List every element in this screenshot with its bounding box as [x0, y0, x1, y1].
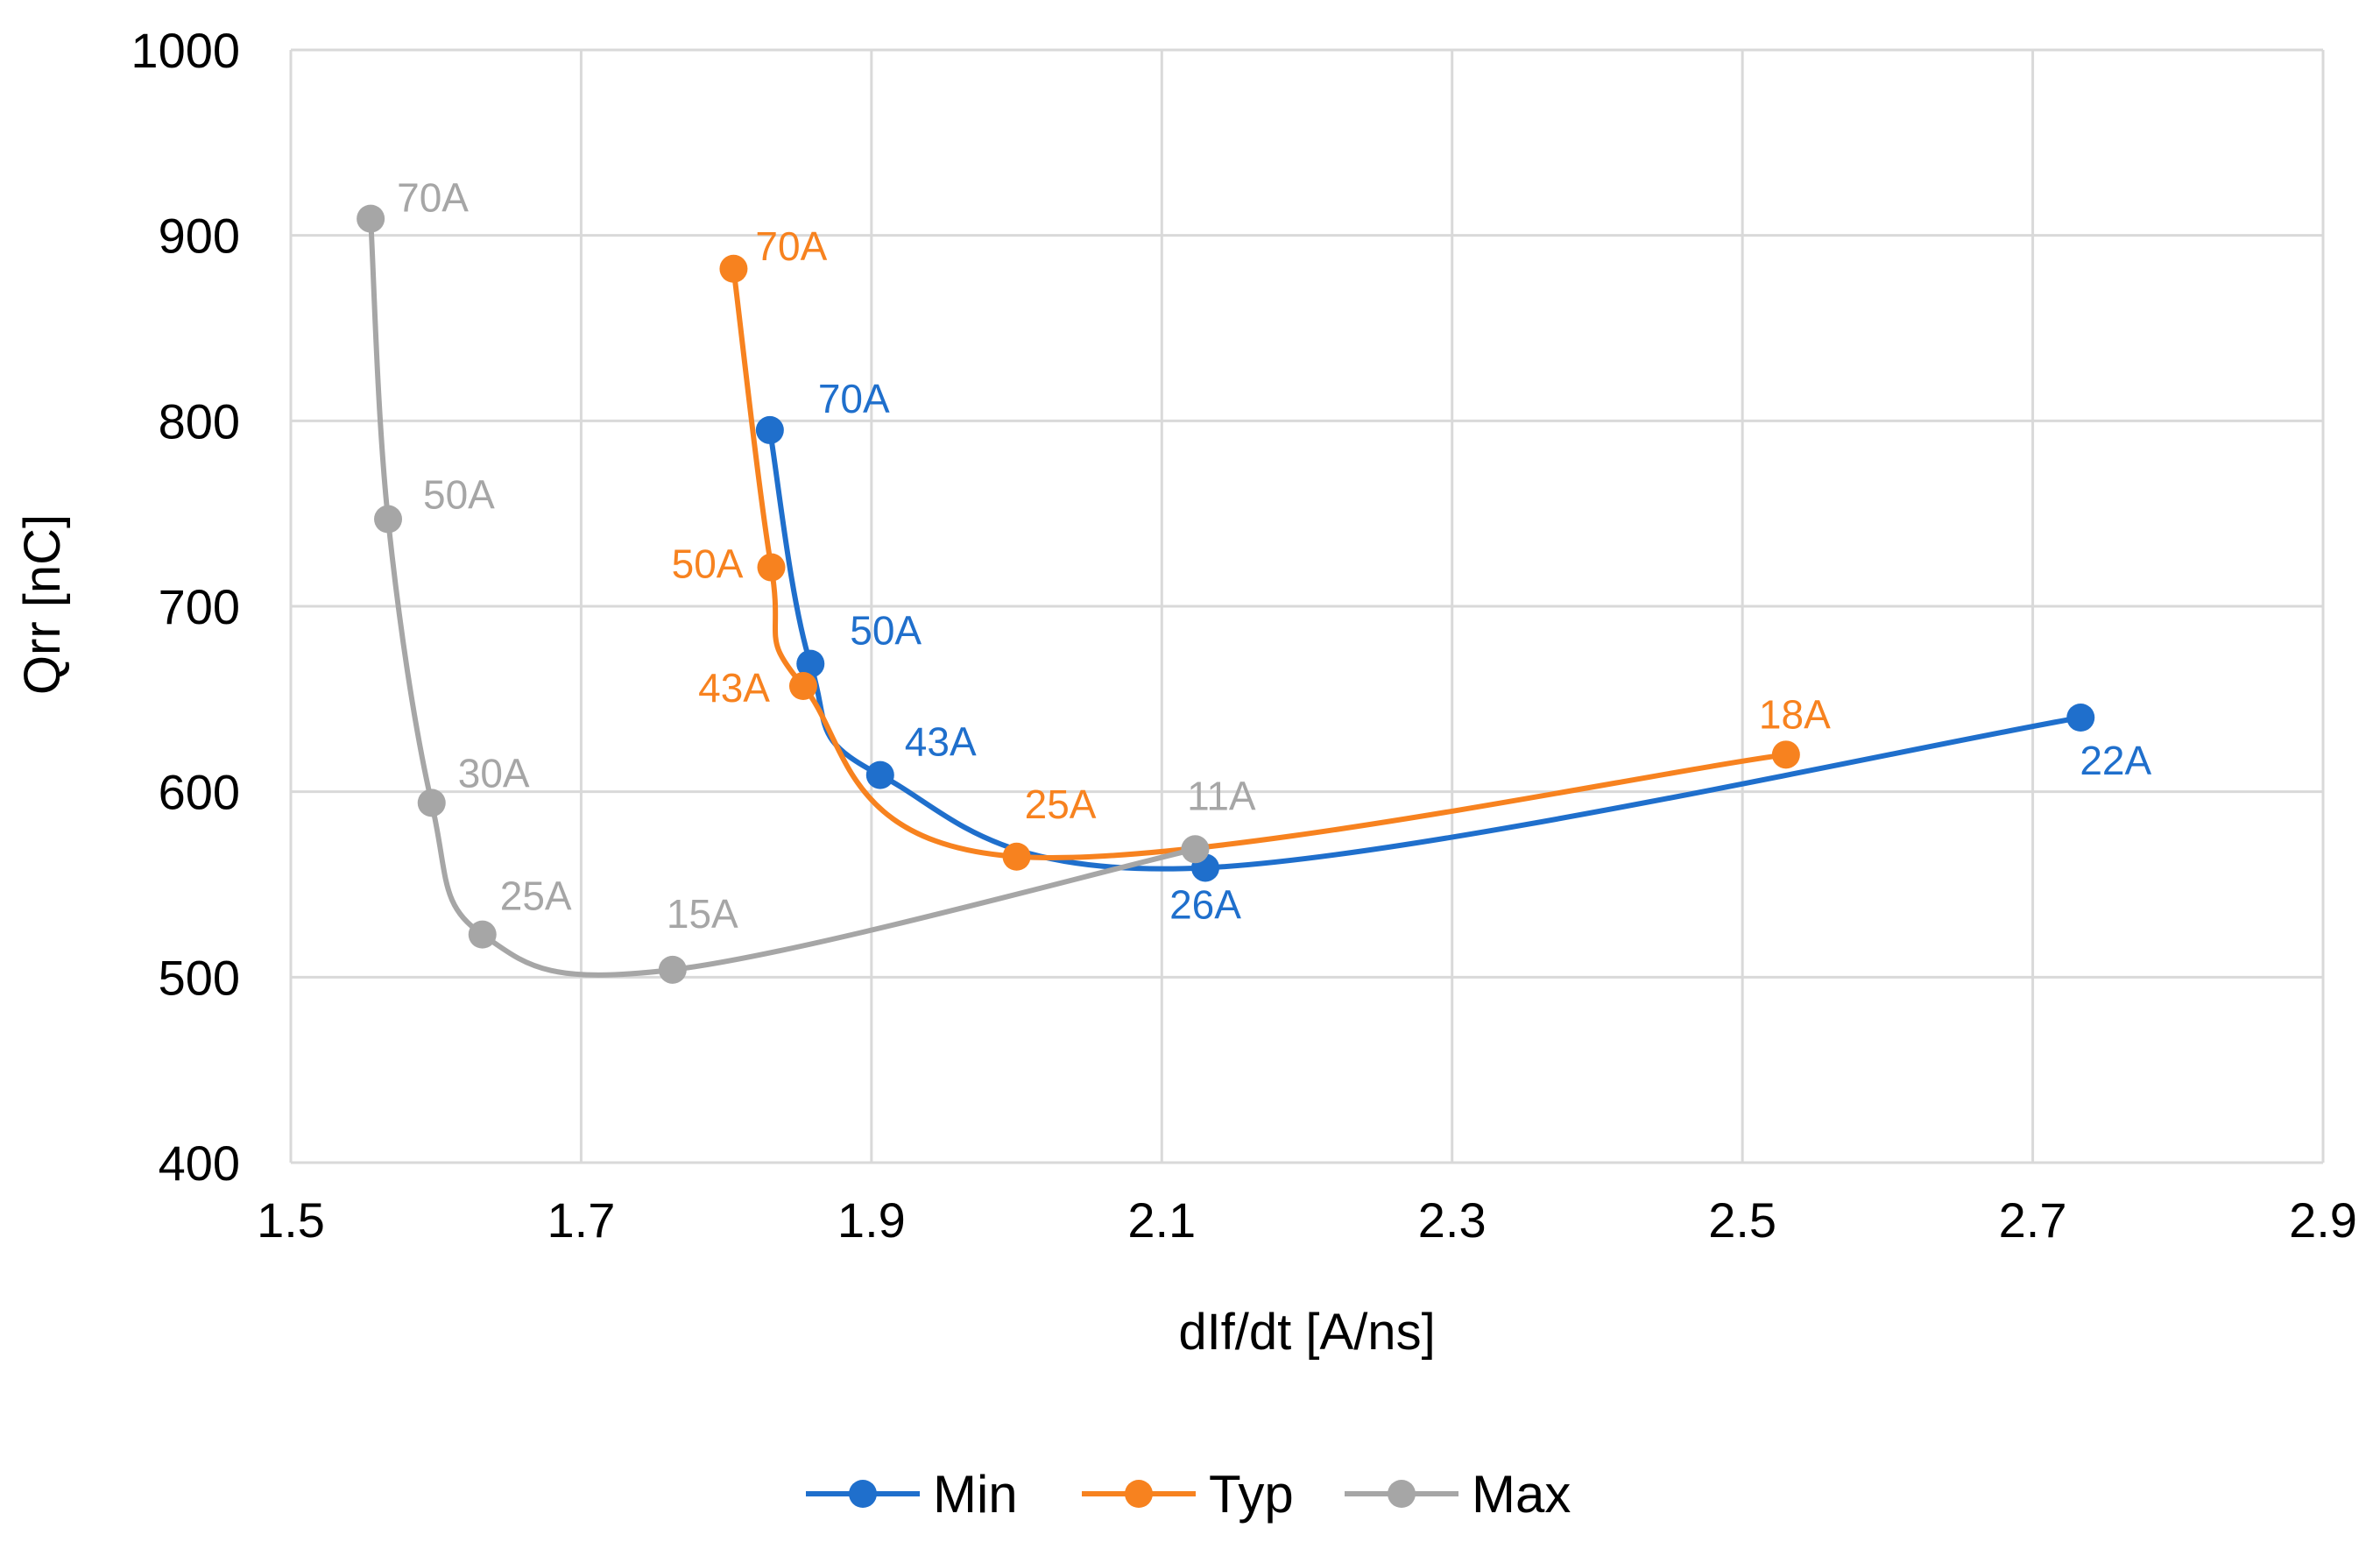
data-point	[788, 672, 817, 701]
legend-label: Max	[1472, 1465, 1571, 1524]
point-label: 15A	[667, 891, 738, 937]
y-tick-label: 600	[159, 765, 240, 820]
y-tick-label: 400	[159, 1135, 240, 1191]
series-points	[357, 204, 2095, 984]
data-point	[468, 920, 497, 949]
point-label: 22A	[2080, 738, 2151, 783]
point-label: 18A	[1759, 691, 1831, 737]
series-line-max	[368, 218, 1197, 978]
series-lines	[368, 218, 2081, 978]
y-tick-label: 700	[159, 579, 240, 634]
data-point	[719, 254, 748, 283]
x-tick-label: 2.7	[1999, 1192, 2067, 1248]
point-label: 43A	[905, 719, 977, 765]
y-tick-label: 500	[159, 950, 240, 1005]
y-axis-title: Qrr [nC]	[14, 514, 71, 695]
data-point	[1771, 740, 1800, 769]
legend-item-min: Min	[806, 1465, 1018, 1524]
legend-marker	[1125, 1480, 1153, 1508]
data-point	[757, 553, 786, 582]
data-point	[1002, 842, 1031, 871]
series-line-typ	[731, 268, 1787, 860]
data-point	[357, 204, 385, 233]
point-label: 30A	[458, 750, 530, 796]
point-label: 70A	[397, 175, 469, 221]
x-tick-label: 1.5	[257, 1192, 325, 1248]
legend-label: Typ	[1209, 1465, 1294, 1524]
data-point	[796, 649, 825, 678]
point-label: 43A	[698, 665, 770, 711]
x-tick-label: 2.1	[1127, 1192, 1196, 1248]
data-point	[865, 760, 894, 789]
point-label: 70A	[755, 223, 827, 269]
series-line-min	[766, 429, 2081, 872]
x-axis-ticks: 1.5 1.7 1.9 2.1 2.3 2.5 2.7 2.9	[257, 1192, 2357, 1248]
point-label: 26A	[1169, 881, 1241, 927]
legend: Min Typ Max	[806, 1465, 1571, 1524]
point-labels: 70A 50A 43A 26A 22A 70A 50A 43A 25A 18A 70A 50A 30A 2…	[397, 175, 2151, 937]
y-tick-label: 800	[159, 393, 240, 449]
x-tick-label: 2.9	[2289, 1192, 2357, 1248]
legend-item-typ: Typ	[1082, 1465, 1294, 1524]
data-point	[2066, 704, 2095, 732]
data-point	[658, 955, 687, 984]
y-tick-label: 1000	[131, 23, 240, 78]
legend-marker	[1388, 1480, 1416, 1508]
x-tick-label: 2.5	[1708, 1192, 1776, 1248]
data-point	[755, 415, 784, 444]
data-point	[1181, 835, 1210, 864]
point-label: 25A	[500, 874, 572, 919]
x-axis-title: dIf/dt [A/ns]	[1178, 1304, 1435, 1361]
data-point	[417, 789, 446, 817]
point-label: 50A	[850, 608, 922, 654]
x-tick-label: 1.7	[547, 1192, 615, 1248]
x-tick-label: 1.9	[837, 1192, 906, 1248]
legend-label: Min	[933, 1465, 1018, 1524]
point-label: 50A	[423, 472, 495, 518]
point-label: 11A	[1187, 773, 1256, 818]
gridlines	[289, 48, 2325, 1164]
point-label: 25A	[1025, 782, 1097, 827]
point-label: 70A	[818, 376, 890, 421]
data-point	[374, 505, 403, 534]
point-label: 50A	[672, 541, 744, 587]
y-tick-label: 900	[159, 209, 240, 264]
y-axis-ticks: 400 500 600 700 800 900 1000	[131, 23, 240, 1191]
legend-marker	[849, 1480, 877, 1508]
legend-item-max: Max	[1345, 1465, 1571, 1524]
x-tick-label: 2.3	[1418, 1192, 1487, 1248]
